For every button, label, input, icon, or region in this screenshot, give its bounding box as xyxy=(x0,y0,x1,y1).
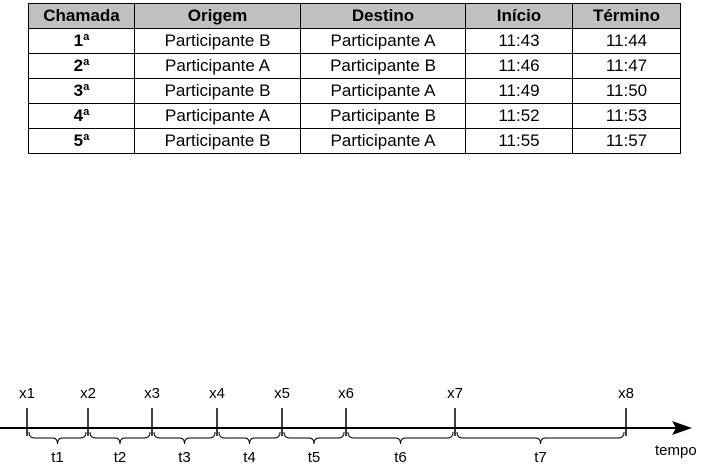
table-row: 5ª Participante B Participante A 11:55 11:57 xyxy=(28,128,681,154)
table-cell: 11:50 xyxy=(572,78,681,104)
calls-table: Chamada Origem Destino Início Término 1ª Part… xyxy=(28,3,681,154)
table-cell: Participante A xyxy=(134,53,301,79)
table-row: 1ª Participante B Participante A 11:43 11:44 xyxy=(28,28,681,54)
table-cell: Participante B xyxy=(134,128,301,154)
table-row: 3ª Participante B Participante A 11:49 11:50 xyxy=(28,78,681,104)
table-cell: 3ª xyxy=(28,78,135,104)
header-row: Chamada Origem Destino Início Término xyxy=(28,3,681,29)
table-cell: 11:47 xyxy=(572,53,681,79)
table-cell: Participante B xyxy=(300,53,466,79)
header-cell: Término xyxy=(572,3,681,29)
table-cell: 11:53 xyxy=(572,103,681,129)
table-cell: Participante B xyxy=(134,28,301,54)
interval-label: t5 xyxy=(308,449,321,466)
point-label: x2 xyxy=(80,385,96,402)
axis-label: tempo xyxy=(655,442,697,459)
brace xyxy=(347,431,454,445)
axis-arrow xyxy=(672,421,692,435)
interval-label: t6 xyxy=(394,449,407,466)
header-cell: Chamada xyxy=(28,3,135,29)
interval-label: t1 xyxy=(51,449,64,466)
table-cell: 11:44 xyxy=(572,28,681,54)
point-label: x3 xyxy=(144,385,160,402)
table-cell: 11:57 xyxy=(572,128,681,154)
table-cell: 2ª xyxy=(28,53,135,79)
point-label: x4 xyxy=(209,385,225,402)
point-label: x1 xyxy=(19,385,35,402)
point-label: x7 xyxy=(447,385,463,402)
interval-label: t4 xyxy=(243,449,256,466)
brace xyxy=(218,431,281,445)
table-row: 2ª Participante A Participante B 11:46 11:47 xyxy=(28,53,681,79)
table-cell: 11:43 xyxy=(465,28,573,54)
brace xyxy=(153,431,216,445)
brace xyxy=(456,431,625,445)
table-cell: Participante A xyxy=(300,78,466,104)
table-cell: 5ª xyxy=(28,128,135,154)
point-label: x8 xyxy=(618,385,634,402)
brace xyxy=(28,431,87,445)
point-label: x6 xyxy=(338,385,354,402)
header-cell: Início xyxy=(465,3,573,29)
table-cell: 4ª xyxy=(28,103,135,129)
interval-label: t3 xyxy=(178,449,191,466)
interval-label: t7 xyxy=(534,449,547,466)
table-cell: 11:46 xyxy=(465,53,573,79)
brace xyxy=(89,431,151,445)
brace xyxy=(283,431,345,445)
table-cell: Participante A xyxy=(300,28,466,54)
interval-label: t2 xyxy=(114,449,127,466)
point-label: x5 xyxy=(274,385,290,402)
table-cell: 11:55 xyxy=(465,128,573,154)
